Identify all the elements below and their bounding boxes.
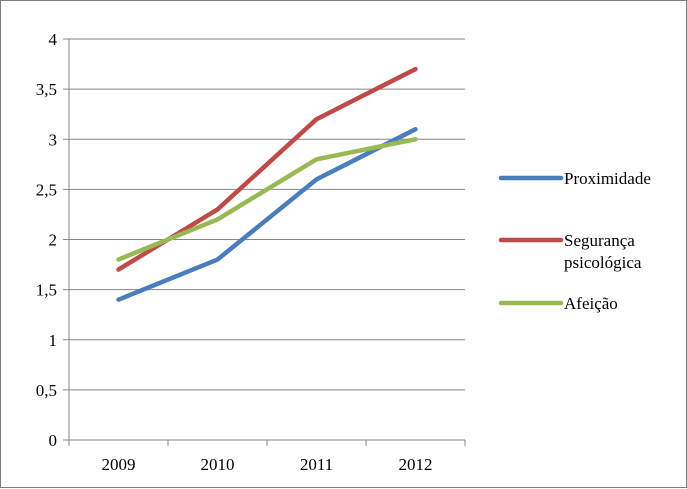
- x-tick-label: 2010: [201, 455, 235, 474]
- gridlines: [69, 38, 465, 391]
- y-tick-label: 1,5: [36, 281, 57, 300]
- legend-label: Segurança psicológica: [564, 231, 642, 272]
- y-tick-labels: 0 0,5 1 1,5 2 2,5 3 3,5 4: [36, 30, 58, 450]
- y-tick-label: 3,5: [36, 80, 57, 99]
- x-tick-labels: 2009 2010 2011 2012: [102, 455, 433, 474]
- x-tick-label: 2009: [102, 455, 136, 474]
- series-lines: [116, 66, 418, 302]
- y-tick-label: 1: [49, 331, 58, 350]
- y-tick-label: 3: [49, 130, 58, 149]
- legend-label: Proximidade: [564, 169, 651, 188]
- y-tick-label: 4: [49, 30, 58, 49]
- series-line-3: [116, 137, 418, 262]
- legend: Proximidade Segurança psicológica Afeição: [498, 169, 651, 313]
- x-tick-label: 2011: [300, 455, 333, 474]
- series-line-1: [116, 126, 418, 302]
- x-tick-label: 2012: [399, 455, 433, 474]
- y-tick-label: 2,5: [36, 180, 57, 199]
- y-tick-label: 0: [49, 431, 58, 450]
- y-tick-label: 0,5: [36, 381, 57, 400]
- axes: [63, 38, 466, 446]
- legend-label: Afeição: [564, 294, 618, 313]
- y-tick-label: 2: [49, 231, 58, 250]
